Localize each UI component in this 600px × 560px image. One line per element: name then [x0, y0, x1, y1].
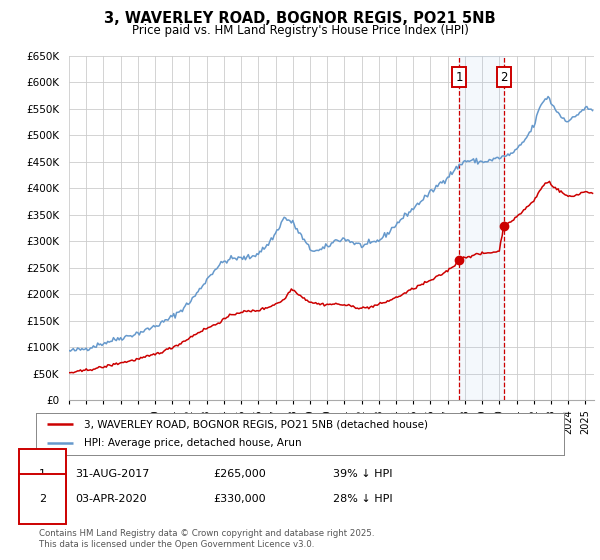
Text: £265,000: £265,000	[213, 469, 266, 479]
Text: 3, WAVERLEY ROAD, BOGNOR REGIS, PO21 5NB: 3, WAVERLEY ROAD, BOGNOR REGIS, PO21 5NB	[104, 11, 496, 26]
Text: 2: 2	[500, 71, 508, 83]
Text: 28% ↓ HPI: 28% ↓ HPI	[333, 494, 392, 504]
Text: 39% ↓ HPI: 39% ↓ HPI	[333, 469, 392, 479]
Text: 1: 1	[39, 469, 46, 479]
Text: Price paid vs. HM Land Registry's House Price Index (HPI): Price paid vs. HM Land Registry's House …	[131, 24, 469, 36]
Text: Contains HM Land Registry data © Crown copyright and database right 2025.
This d: Contains HM Land Registry data © Crown c…	[39, 529, 374, 549]
Text: 31-AUG-2017: 31-AUG-2017	[75, 469, 149, 479]
Text: £330,000: £330,000	[213, 494, 266, 504]
Text: 03-APR-2020: 03-APR-2020	[75, 494, 146, 504]
Text: 3, WAVERLEY ROAD, BOGNOR REGIS, PO21 5NB (detached house): 3, WAVERLEY ROAD, BOGNOR REGIS, PO21 5NB…	[83, 419, 428, 429]
Text: HPI: Average price, detached house, Arun: HPI: Average price, detached house, Arun	[83, 438, 301, 449]
Text: 1: 1	[455, 71, 463, 83]
Bar	[459, 56, 503, 400]
Text: 2: 2	[39, 494, 46, 504]
